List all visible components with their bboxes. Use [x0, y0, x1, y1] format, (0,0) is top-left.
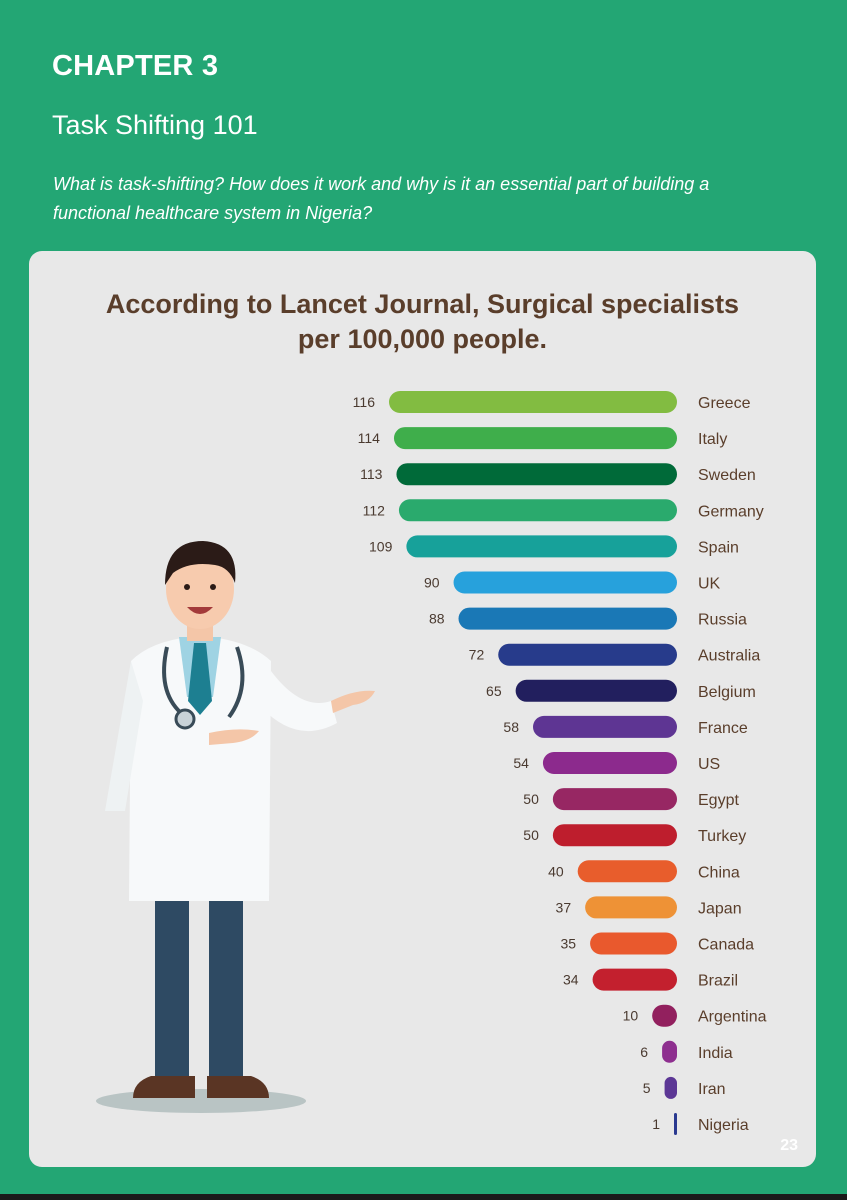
- value-label-china: 40: [548, 863, 564, 879]
- bar-nigeria: [674, 1113, 677, 1135]
- category-label-us: US: [698, 756, 720, 773]
- section-intro: What is task-shifting? How does it work …: [53, 174, 710, 223]
- value-label-india: 6: [640, 1044, 648, 1060]
- bar-australia: [498, 643, 677, 666]
- value-label-turkey: 50: [523, 827, 539, 843]
- value-label-nigeria: 1: [652, 1116, 660, 1132]
- category-label-australia: Australia: [698, 648, 760, 665]
- bar-brazil: [592, 968, 677, 991]
- bar-china: [577, 860, 677, 883]
- category-label-japan: Japan: [698, 900, 742, 917]
- bar-canada: [590, 932, 677, 955]
- category-label-india: India: [698, 1045, 733, 1062]
- category-label-iran: Iran: [698, 1081, 726, 1098]
- bar-japan: [585, 896, 677, 919]
- category-label-spain: Spain: [698, 539, 739, 556]
- category-label-egypt: Egypt: [698, 792, 739, 809]
- value-label-us: 54: [513, 755, 529, 771]
- bar-italy: [393, 427, 677, 450]
- bar-germany: [398, 499, 677, 522]
- value-label-argentina: 10: [623, 1008, 639, 1024]
- section-title: Task Shifting 101: [52, 110, 258, 140]
- value-label-france: 58: [503, 719, 519, 735]
- category-label-uk: UK: [698, 576, 721, 593]
- category-label-nigeria: Nigeria: [698, 1117, 749, 1134]
- value-label-iran: 5: [643, 1080, 651, 1096]
- value-label-greece: 116: [353, 394, 376, 410]
- category-label-belgium: Belgium: [698, 684, 756, 701]
- value-label-belgium: 65: [486, 683, 502, 699]
- category-label-argentina: Argentina: [698, 1009, 767, 1026]
- value-label-uk: 90: [424, 575, 440, 591]
- value-label-australia: 72: [469, 647, 485, 663]
- bar-iran: [664, 1076, 677, 1099]
- value-label-brazil: 34: [563, 972, 579, 988]
- bar-sweden: [396, 463, 677, 486]
- category-label-sweden: Sweden: [698, 467, 756, 484]
- bar-egypt: [552, 788, 677, 811]
- chart-card: According to Lancet Journal, Surgical sp…: [29, 251, 816, 1167]
- chart-title-line-2: per 100,000 people.: [297, 324, 548, 354]
- category-label-turkey: Turkey: [698, 828, 746, 845]
- category-label-france: France: [698, 720, 748, 737]
- bar-chart: 116 Greece 114 Italy 113 Sweden 112 Germany 109 S…: [353, 391, 767, 1135]
- bar-argentina: [652, 1004, 677, 1027]
- value-label-spain: 109: [369, 538, 393, 554]
- bottom-bar: [0, 1194, 847, 1200]
- value-label-italy: 114: [358, 430, 381, 446]
- bar-spain: [406, 535, 677, 558]
- value-label-sweden: 113: [360, 466, 383, 482]
- bar-greece: [389, 391, 677, 413]
- value-label-egypt: 50: [523, 791, 539, 807]
- chart-title-line-1: According to Lancet Journal, Surgical sp…: [105, 289, 740, 319]
- value-label-japan: 37: [556, 899, 572, 915]
- bar-us: [542, 752, 677, 774]
- page-number: 23: [780, 1137, 798, 1154]
- category-label-greece: Greece: [698, 395, 751, 412]
- category-label-brazil: Brazil: [698, 973, 738, 990]
- category-label-canada: Canada: [698, 937, 754, 954]
- bar-turkey: [552, 824, 677, 847]
- bar-uk: [453, 571, 677, 594]
- doctor-illustration: [96, 541, 375, 1113]
- chart-title: According to Lancet Journal, Surgical sp…: [29, 287, 816, 357]
- bar-france: [533, 715, 677, 738]
- category-label-italy: Italy: [698, 431, 727, 448]
- value-label-russia: 88: [429, 611, 445, 627]
- chapter-label: CHAPTER 3: [52, 50, 219, 82]
- category-label-russia: Russia: [698, 612, 747, 629]
- bar-belgium: [515, 679, 677, 702]
- value-label-germany: 112: [363, 502, 386, 518]
- bar-russia: [458, 607, 677, 630]
- bar-india: [662, 1040, 677, 1063]
- category-label-china: China: [698, 864, 740, 881]
- value-label-canada: 35: [561, 936, 577, 952]
- category-label-germany: Germany: [698, 503, 764, 520]
